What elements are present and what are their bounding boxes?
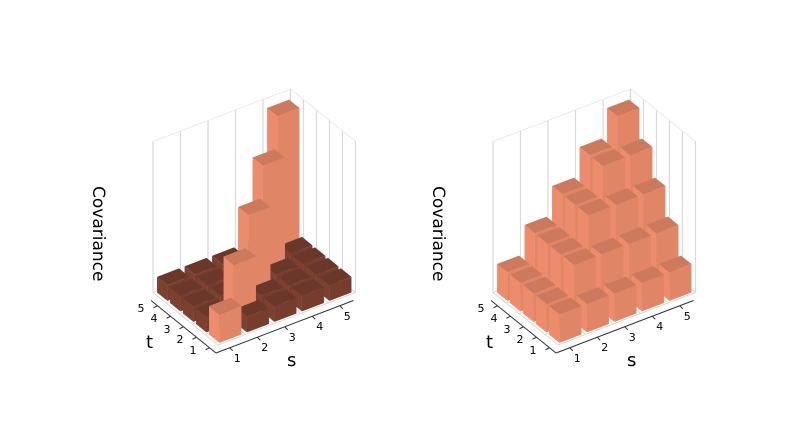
ytick-label: 4: [150, 312, 158, 326]
xtick-label: 5: [343, 309, 351, 323]
right-zlabel: Covariance: [428, 186, 448, 282]
ytick-label: 3: [503, 322, 511, 336]
xtick-label: 2: [601, 341, 609, 355]
xtick-label: 1: [233, 351, 241, 365]
ytick-label: 1: [189, 343, 197, 357]
xtick-label: 2: [261, 341, 269, 355]
xtick-label: 1: [573, 351, 581, 365]
left-ylabel: t: [146, 332, 154, 353]
xtick-label: 3: [288, 330, 296, 344]
xtick-label: 5: [683, 309, 691, 323]
bar-s1-t1: [209, 297, 242, 343]
panel-left: [150, 88, 357, 354]
ytick-label: 1: [529, 343, 537, 357]
ytick-label: 2: [516, 333, 524, 347]
xtick-label: 3: [628, 330, 636, 344]
bar-s4-t1: [291, 278, 324, 312]
left-zlabel: Covariance: [88, 186, 108, 282]
xtick-label: 4: [316, 320, 324, 334]
panel-right: [490, 88, 697, 354]
ytick-label: 4: [490, 312, 498, 326]
ytick-label: 5: [137, 301, 145, 315]
bar-s1-t1: [549, 297, 582, 343]
left-xlabel: s: [287, 350, 297, 371]
bar-s5-t1: [319, 268, 352, 301]
ytick-label: 3: [163, 322, 171, 336]
bar-s3-t1: [264, 289, 297, 322]
ytick-label: 5: [477, 301, 485, 315]
right-ylabel: t: [486, 332, 494, 353]
right-xlabel: s: [627, 350, 637, 371]
xtick-label: 4: [656, 320, 664, 334]
ytick-label: 2: [176, 333, 184, 347]
